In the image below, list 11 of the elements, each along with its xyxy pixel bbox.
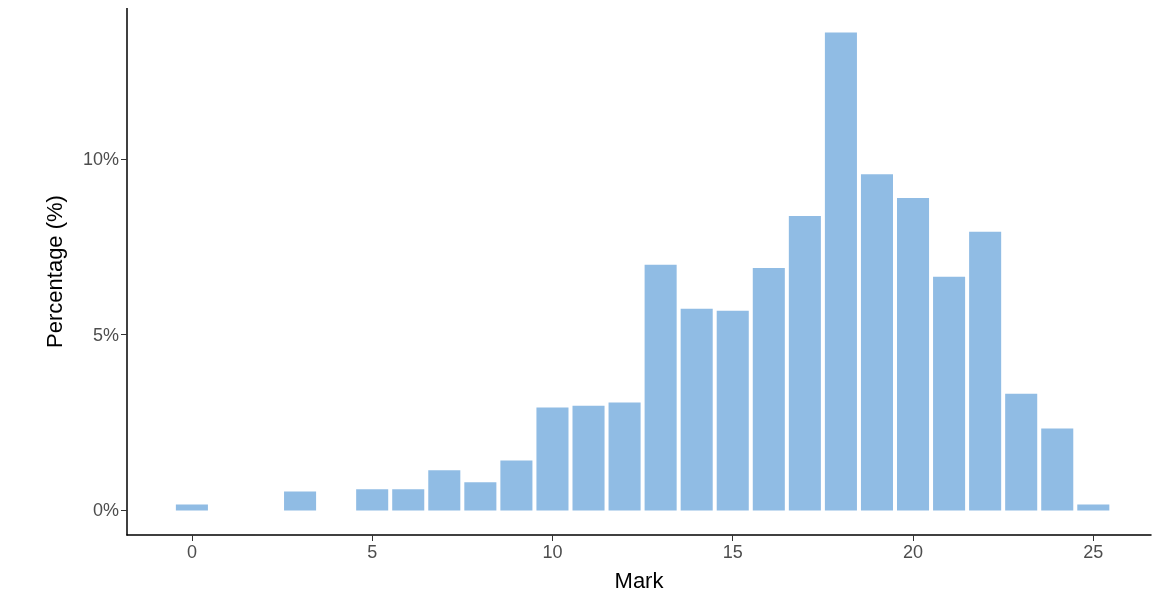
x-axis-title: Mark — [614, 567, 665, 593]
x-tick-label: 5 — [367, 542, 378, 562]
x-tick-label: 10 — [542, 542, 563, 562]
y-tick-label: 0% — [92, 500, 119, 521]
y-axis-title: Percentage (%) — [41, 195, 67, 348]
x-tick-label: 15 — [722, 542, 743, 562]
y-tick-label: 5% — [92, 324, 119, 345]
x-tick-label: 0 — [186, 542, 197, 562]
x-tick-label: 25 — [1083, 542, 1104, 562]
y-tick-label: 10% — [82, 149, 119, 170]
x-tick-label: 20 — [903, 542, 924, 562]
